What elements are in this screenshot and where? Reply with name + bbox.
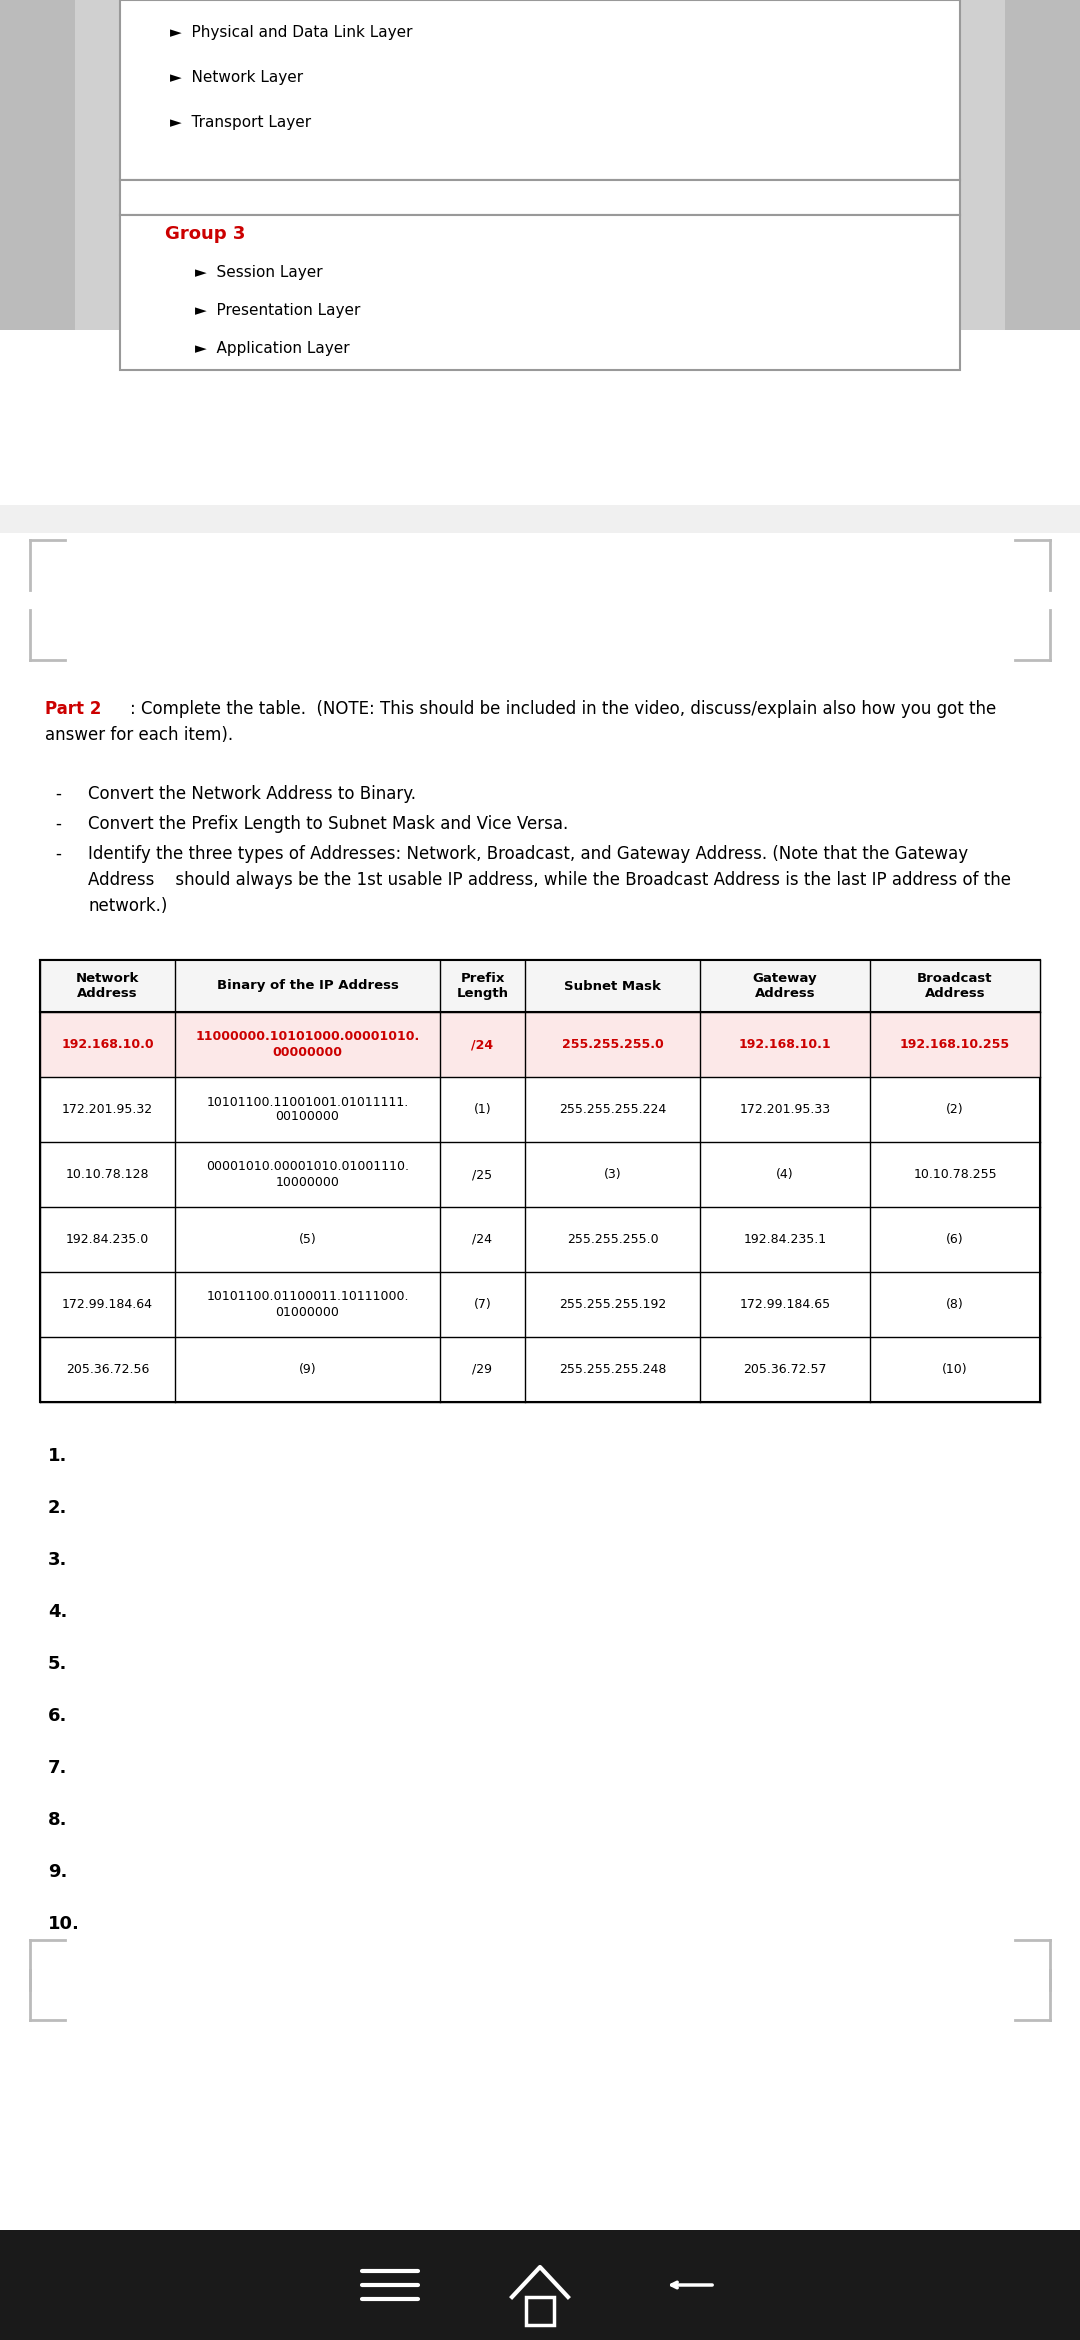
- Bar: [40, 1011, 1040, 1076]
- Text: 8.: 8.: [48, 1811, 67, 1830]
- Text: 11000000.10101000.00001010.
00000000: 11000000.10101000.00001010. 00000000: [195, 1030, 420, 1058]
- Text: /29: /29: [473, 1362, 492, 1376]
- Bar: [0, 330, 1080, 2279]
- Text: Part 2: Part 2: [45, 700, 102, 718]
- Text: Identify the three types of Addresses: Network, Broadcast, and Gateway Address. : Identify the three types of Addresses: N…: [87, 845, 968, 863]
- Text: 10.: 10.: [48, 1914, 80, 1933]
- Text: 00001010.00001010.01001110.
10000000: 00001010.00001010.01001110. 10000000: [206, 1161, 409, 1189]
- Bar: [0, 2230, 1080, 2340]
- Text: ►  Session Layer: ► Session Layer: [195, 264, 323, 281]
- Text: 255.255.255.0: 255.255.255.0: [567, 1233, 659, 1245]
- Text: 205.36.72.56: 205.36.72.56: [66, 1362, 149, 1376]
- Text: Group 3: Group 3: [165, 225, 245, 243]
- Text: (7): (7): [474, 1299, 491, 1310]
- Text: 192.168.10.255: 192.168.10.255: [900, 1039, 1010, 1051]
- Text: (6): (6): [946, 1233, 963, 1245]
- Text: (2): (2): [946, 1102, 963, 1116]
- Text: network.): network.): [87, 896, 167, 915]
- Text: 5.: 5.: [48, 1654, 67, 1673]
- Text: -: -: [55, 814, 60, 833]
- Text: 192.168.10.0: 192.168.10.0: [62, 1039, 153, 1051]
- Text: 255.255.255.192: 255.255.255.192: [558, 1299, 666, 1310]
- Bar: [120, 180, 960, 215]
- Text: Subnet Mask: Subnet Mask: [564, 980, 661, 992]
- Text: -: -: [55, 845, 60, 863]
- Text: (10): (10): [942, 1362, 968, 1376]
- Text: 10101100.01100011.10111000.
01000000: 10101100.01100011.10111000. 01000000: [206, 1289, 408, 1317]
- Text: 2.: 2.: [48, 1500, 67, 1516]
- Bar: [120, 0, 960, 180]
- Text: : Complete the table.  (NOTE: This should be included in the video, discuss/expl: : Complete the table. (NOTE: This should…: [130, 700, 996, 718]
- Text: 7.: 7.: [48, 1760, 67, 1776]
- Text: ►  Presentation Layer: ► Presentation Layer: [195, 302, 361, 318]
- Bar: [75, 0, 1005, 330]
- Text: 192.168.10.1: 192.168.10.1: [739, 1039, 832, 1051]
- Text: 255.255.255.224: 255.255.255.224: [558, 1102, 666, 1116]
- Bar: [526, 2298, 554, 2326]
- Text: 192.84.235.1: 192.84.235.1: [743, 1233, 826, 1245]
- Bar: [40, 959, 1040, 1402]
- Text: Address    should always be the 1st usable IP address, while the Broadcast Addre: Address should always be the 1st usable …: [87, 870, 1011, 889]
- Text: /25: /25: [472, 1168, 492, 1182]
- Text: Gateway
Address: Gateway Address: [753, 971, 818, 999]
- Text: 255.255.255.248: 255.255.255.248: [558, 1362, 666, 1376]
- Text: Binary of the IP Address: Binary of the IP Address: [217, 980, 399, 992]
- Text: 3.: 3.: [48, 1551, 67, 1570]
- Text: 205.36.72.57: 205.36.72.57: [743, 1362, 827, 1376]
- Text: -: -: [55, 784, 60, 803]
- Bar: [40, 959, 1040, 1011]
- Text: Prefix
Length: Prefix Length: [457, 971, 509, 999]
- Text: 10.10.78.128: 10.10.78.128: [66, 1168, 149, 1182]
- Text: Convert the Network Address to Binary.: Convert the Network Address to Binary.: [87, 784, 416, 803]
- Text: 4.: 4.: [48, 1603, 67, 1622]
- Text: 192.84.235.0: 192.84.235.0: [66, 1233, 149, 1245]
- Text: (8): (8): [946, 1299, 963, 1310]
- Text: 6.: 6.: [48, 1706, 67, 1725]
- Text: /24: /24: [472, 1039, 494, 1051]
- Text: answer for each item).: answer for each item).: [45, 725, 233, 744]
- Text: 9.: 9.: [48, 1863, 67, 1881]
- Text: 255.255.255.0: 255.255.255.0: [562, 1039, 663, 1051]
- Text: 172.201.95.32: 172.201.95.32: [62, 1102, 153, 1116]
- Text: 10.10.78.255: 10.10.78.255: [914, 1168, 997, 1182]
- Text: Convert the Prefix Length to Subnet Mask and Vice Versa.: Convert the Prefix Length to Subnet Mask…: [87, 814, 568, 833]
- Text: ►  Application Layer: ► Application Layer: [195, 342, 350, 356]
- Text: 172.99.184.64: 172.99.184.64: [62, 1299, 153, 1310]
- Text: ►  Network Layer: ► Network Layer: [170, 70, 303, 84]
- Text: ►  Physical and Data Link Layer: ► Physical and Data Link Layer: [170, 26, 413, 40]
- Text: 10101100.11001001.01011111.
00100000: 10101100.11001001.01011111. 00100000: [206, 1095, 408, 1123]
- Text: Broadcast
Address: Broadcast Address: [917, 971, 993, 999]
- Text: (1): (1): [474, 1102, 491, 1116]
- Text: (3): (3): [604, 1168, 621, 1182]
- Bar: [0, 505, 1080, 534]
- Text: /24: /24: [473, 1233, 492, 1245]
- Text: 172.201.95.33: 172.201.95.33: [740, 1102, 831, 1116]
- Bar: [120, 215, 960, 370]
- Text: 172.99.184.65: 172.99.184.65: [740, 1299, 831, 1310]
- Text: Network
Address: Network Address: [76, 971, 139, 999]
- Text: (5): (5): [299, 1233, 316, 1245]
- Text: (4): (4): [777, 1168, 794, 1182]
- Text: ►  Transport Layer: ► Transport Layer: [170, 115, 311, 131]
- Text: (9): (9): [299, 1362, 316, 1376]
- Text: 1.: 1.: [48, 1446, 67, 1465]
